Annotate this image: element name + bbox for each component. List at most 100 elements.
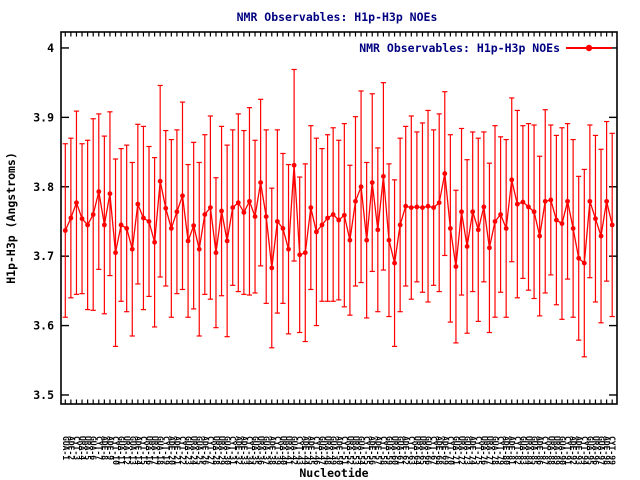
- data-point: [459, 209, 464, 215]
- data-point: [258, 180, 264, 186]
- data-point: [386, 237, 392, 243]
- data-point: [542, 198, 548, 204]
- data-point: [364, 237, 370, 243]
- y-tick-label: 3.9: [33, 110, 54, 124]
- data-point: [436, 200, 442, 206]
- data-point: [235, 200, 241, 206]
- x-tick-label: URA-48: [323, 436, 332, 465]
- x-tick-label: CYT-63: [407, 436, 416, 465]
- data-point: [297, 252, 303, 258]
- x-tick-label: GUA-1: [61, 436, 70, 460]
- data-point: [336, 217, 342, 223]
- data-point: [314, 229, 319, 235]
- x-tick-label: CYT-87: [541, 436, 550, 465]
- data-point: [559, 221, 565, 226]
- data-point: [263, 214, 269, 220]
- x-tick-label: CYT-22: [178, 436, 187, 465]
- data-point: [96, 189, 102, 195]
- data-series-points: [62, 162, 615, 271]
- x-tick-label: CYT-46: [312, 436, 321, 465]
- x-tick-label: GUA-85: [530, 436, 539, 465]
- x-tick-label: URA-65: [418, 436, 427, 465]
- x-tick-label: CYT-67: [429, 436, 438, 465]
- x-tick-label: GUA-95: [585, 436, 594, 465]
- x-tick-label: GUA-18: [156, 436, 165, 465]
- x-axis-title: Nucleotide: [299, 466, 368, 480]
- x-tick-label: URA-40: [278, 436, 287, 465]
- x-tick-label: GUA-83: [518, 436, 527, 465]
- data-point: [174, 209, 180, 215]
- data-point: [470, 209, 476, 215]
- data-point: [420, 205, 425, 210]
- data-point: [414, 204, 420, 210]
- data-point: [308, 205, 314, 210]
- x-tick-label: ADE-38: [267, 436, 276, 465]
- data-point: [330, 212, 336, 217]
- x-tick-label: GUA-66: [424, 436, 433, 465]
- data-point: [129, 246, 135, 252]
- data-point: [252, 214, 258, 220]
- x-tick-label: GUA-54: [357, 436, 366, 465]
- x-tick-label: URA-41: [284, 436, 293, 465]
- data-point: [375, 227, 381, 233]
- legend-label: NMR Observables: H1p-H3p NOEs: [359, 41, 560, 55]
- x-tick-label: URA-53: [351, 436, 360, 465]
- x-tick-label: CYT-15: [139, 436, 148, 465]
- data-point: [185, 238, 191, 244]
- data-point: [207, 205, 213, 210]
- x-tick-labels: GUA-1ADE-2CYT-3URA-4URA-5GUA-6CYT-7ADE-8…: [61, 436, 617, 465]
- x-tick-label: ADE-56: [368, 436, 377, 465]
- x-tick-label: CYT-91: [563, 436, 572, 465]
- x-tick-label: ADE-74: [468, 436, 477, 465]
- y-axis-ticks: 4 3.9 3.8 3.7 3.6 3.5: [33, 41, 617, 402]
- data-point: [604, 198, 610, 204]
- x-tick-label: CYT-27: [206, 436, 215, 465]
- data-point: [74, 200, 79, 206]
- x-tick-label: URA-17: [150, 436, 159, 465]
- data-point: [487, 245, 492, 251]
- data-point: [353, 198, 358, 204]
- data-point: [526, 204, 531, 210]
- x-tick-label: ADE-62: [401, 436, 410, 465]
- data-point: [269, 265, 275, 271]
- x-tick-label: GUA-71: [451, 436, 460, 465]
- x-tick-label: GUA-23: [184, 436, 193, 465]
- x-tick-label: URA-76: [479, 436, 488, 465]
- y-tick-label: 3.7: [33, 249, 54, 263]
- data-point: [492, 219, 498, 224]
- x-tick-label: ADE-93: [574, 436, 583, 465]
- data-point: [553, 217, 559, 223]
- data-point: [90, 212, 96, 217]
- x-tick-label: GUA-59: [384, 436, 393, 465]
- x-tick-label: URA-36: [256, 436, 265, 465]
- x-tick-label: CYT-70: [446, 436, 455, 465]
- x-tick-label: ADE-45: [306, 436, 315, 465]
- data-point: [431, 205, 437, 210]
- data-point: [593, 216, 598, 222]
- data-point: [113, 250, 118, 256]
- x-tick-label: URA-4: [78, 436, 87, 460]
- x-tick-label: URA-24: [189, 436, 198, 465]
- y-tick-label: 3.8: [33, 180, 54, 194]
- x-tick-label: ADE-33: [239, 436, 248, 465]
- x-tick-label: URA-28: [211, 436, 220, 465]
- x-tick-label: URA-16: [145, 436, 154, 465]
- x-tick-label: URA-96: [591, 436, 600, 465]
- data-point: [380, 173, 386, 179]
- data-point: [141, 215, 146, 221]
- data-point: [548, 197, 554, 203]
- data-point: [531, 209, 537, 215]
- data-point: [79, 216, 85, 222]
- data-point: [213, 250, 219, 256]
- data-point: [537, 233, 543, 239]
- x-tick-label: GUA-13: [128, 436, 137, 465]
- error-bars: [62, 68, 615, 358]
- data-point: [581, 260, 587, 266]
- x-tick-label: ADE-81: [507, 436, 516, 465]
- x-tick-label: GUA-37: [262, 436, 271, 465]
- x-tick-label: URA-5: [83, 436, 92, 460]
- data-point: [196, 246, 202, 252]
- data-point: [347, 237, 353, 243]
- data-point: [408, 205, 414, 210]
